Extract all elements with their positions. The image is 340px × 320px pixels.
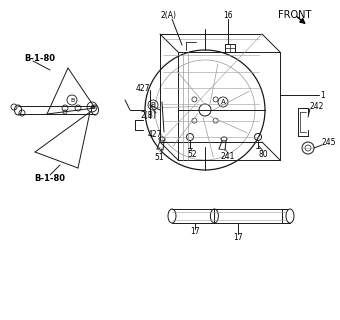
Ellipse shape [286, 209, 294, 223]
Text: 2(A): 2(A) [160, 11, 176, 20]
Text: 17: 17 [190, 228, 200, 236]
Bar [225, 44, 235, 52]
Text: 51: 51 [154, 153, 164, 162]
Text: 17: 17 [233, 233, 243, 242]
Ellipse shape [221, 137, 227, 141]
Text: A: A [90, 105, 94, 109]
Text: 427: 427 [136, 84, 150, 92]
Text: 245: 245 [322, 138, 337, 147]
Text: 1: 1 [321, 91, 325, 100]
Ellipse shape [159, 137, 165, 141]
Text: 52: 52 [187, 149, 197, 158]
Text: A: A [221, 99, 225, 105]
Text: B: B [151, 102, 155, 108]
Text: 80: 80 [258, 149, 268, 158]
Text: B-1-80: B-1-80 [24, 53, 55, 62]
Text: 427: 427 [148, 130, 162, 139]
Bar [282, 209, 290, 223]
Ellipse shape [91, 105, 99, 115]
Text: B: B [70, 98, 74, 102]
Text: B-1-80: B-1-80 [34, 173, 66, 182]
Text: FRONT: FRONT [278, 10, 311, 20]
Text: 241: 241 [221, 151, 235, 161]
Ellipse shape [168, 209, 176, 223]
Ellipse shape [210, 209, 218, 223]
Text: 242: 242 [310, 101, 324, 110]
Ellipse shape [15, 105, 21, 115]
Text: 2(B): 2(B) [140, 110, 156, 119]
Text: 16: 16 [223, 11, 233, 20]
